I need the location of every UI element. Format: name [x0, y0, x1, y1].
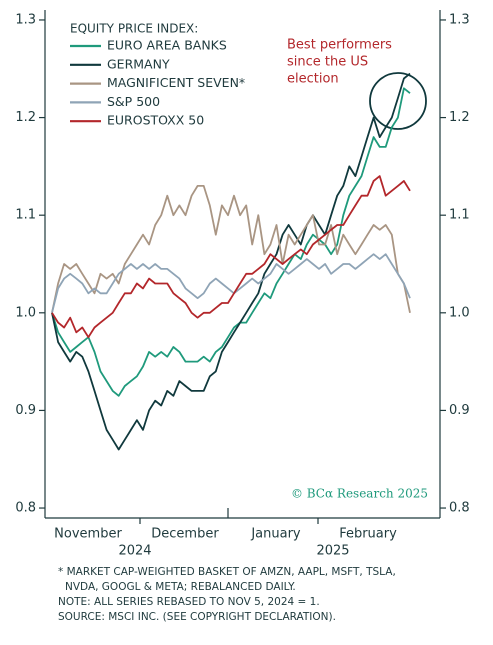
y-tick-label: 1.3 — [449, 12, 470, 27]
y-tick-label: 1.2 — [15, 110, 36, 125]
y-tick-label: 0.8 — [15, 501, 36, 516]
y-tick-label: 0.8 — [449, 501, 470, 516]
highlight-circle — [369, 72, 427, 130]
series-line — [51, 72, 411, 451]
annotation: since the US — [287, 55, 368, 70]
annotation: election — [287, 72, 339, 87]
y-tick-label: 1.3 — [15, 12, 36, 27]
legend-label: GERMANY — [107, 56, 170, 71]
footnote: NVDA, GOOGL & META; REBALANCED DAILY. — [65, 581, 296, 593]
series-line — [51, 253, 411, 314]
legend-label: MAGNIFICENT SEVEN* — [107, 75, 245, 90]
footnote: NOTE: ALL SERIES REBASED TO NOV 5, 2024 … — [58, 596, 320, 608]
series-line — [51, 87, 411, 397]
x-tick-label: January — [250, 527, 301, 542]
y-tick-label: 1.0 — [449, 305, 470, 320]
legend-label: S&P 500 — [107, 94, 160, 109]
legend-title: EQUITY PRICE INDEX: — [70, 22, 198, 36]
x-tick-label: February — [339, 527, 397, 542]
footnote: * MARKET CAP-WEIGHTED BASKET OF AMZN, AA… — [58, 566, 396, 578]
y-tick-label: 1.1 — [449, 208, 470, 223]
series-line — [51, 185, 411, 313]
x-tick-label: November — [54, 527, 122, 542]
watermark: © BCα Research 2025 — [291, 487, 428, 501]
y-tick-label: 1.2 — [449, 110, 470, 125]
legend-label: EURO AREA BANKS — [107, 38, 227, 53]
x-tick-label: December — [151, 527, 219, 542]
series-line — [51, 175, 411, 339]
year-label: 2024 — [118, 544, 151, 559]
annotation: Best performers — [287, 38, 392, 53]
y-tick-label: 0.9 — [15, 403, 36, 418]
y-tick-label: 0.9 — [449, 403, 470, 418]
footnote: SOURCE: MSCI INC. (SEE COPYRIGHT DECLARA… — [58, 611, 336, 623]
legend-label: EUROSTOXX 50 — [107, 113, 204, 128]
y-tick-label: 1.0 — [15, 305, 36, 320]
y-tick-label: 1.1 — [15, 208, 36, 223]
year-label: 2025 — [316, 544, 349, 559]
